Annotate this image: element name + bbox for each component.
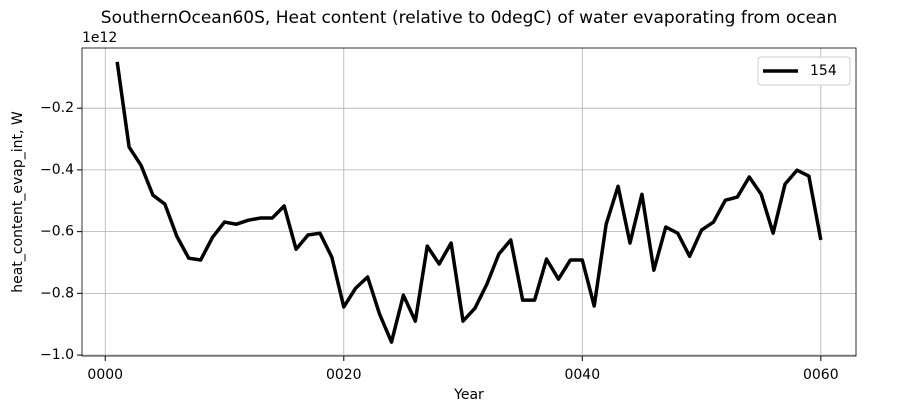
plot-frame [81,47,857,357]
legend-box [757,56,851,86]
line-series [115,61,823,344]
y-offset-label: 1e12 [82,30,117,46]
x-axis-label: Year [453,387,484,403]
chart-title: SouthernOcean60S, Heat content (relative… [101,8,837,28]
y-tick-label: −0.6 [40,224,74,240]
y-tick-label: −0.4 [40,162,74,178]
y-tick-label: −1.0 [40,347,74,363]
y-tick-label: −0.8 [40,285,74,301]
x-tick-label: 0040 [564,367,600,383]
x-tick-label: 0000 [87,367,123,383]
y-tick-label: −0.2 [40,100,74,116]
legend-label: 154 [810,63,837,79]
x-tick-label: 0060 [803,367,839,383]
y-axis-label: heat_content_evap_int, W [10,111,26,293]
x-tick-label: 0020 [326,367,362,383]
